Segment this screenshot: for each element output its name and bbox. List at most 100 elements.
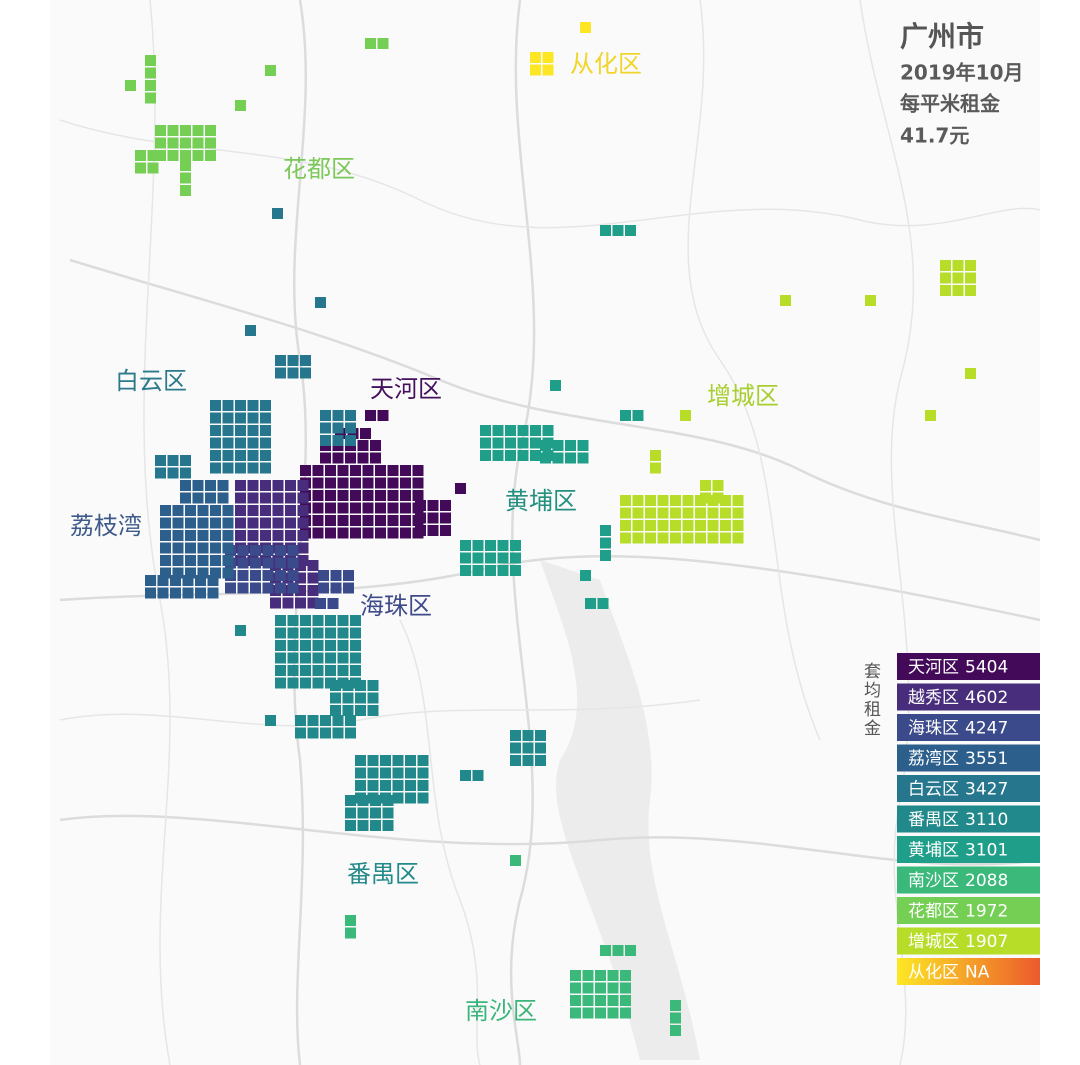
grid-cell: [297, 505, 309, 516]
grid-cell: [285, 480, 296, 491]
grid-cell: [480, 450, 491, 461]
grid-cell: [275, 545, 286, 556]
grid-cell: [297, 517, 309, 529]
grid-cell: [312, 652, 324, 664]
legend-swatch: [897, 744, 1040, 772]
grid-cell: [700, 492, 711, 504]
legend-name: 白云区: [908, 780, 959, 800]
grid-cell: [355, 755, 366, 766]
grid-cell: [167, 137, 179, 149]
legend-swatch: [897, 866, 1040, 894]
grid-cell: [645, 507, 656, 519]
legend-name: 天河区: [908, 658, 959, 678]
grid-cell: [307, 585, 319, 596]
grid-cell: [332, 435, 344, 446]
grid-cell: [205, 492, 216, 504]
grid-cell: [325, 615, 336, 626]
grid-cell: [235, 530, 246, 541]
grid-cell: [297, 480, 309, 491]
grid-cell: [285, 505, 296, 516]
grid-cell: [440, 500, 451, 511]
grid-cell: [570, 970, 581, 981]
grid-cell: [167, 150, 179, 161]
grid-cell: [272, 517, 284, 529]
grid-cell: [320, 452, 331, 464]
grid-cell: [645, 520, 656, 531]
grid-cell: [940, 272, 951, 284]
grid-cell: [210, 400, 221, 411]
grid-cell: [330, 582, 342, 594]
grid-cell: [427, 525, 439, 536]
grid-cell: [620, 970, 631, 981]
grid-cell: [157, 575, 169, 586]
grid-cell: [330, 692, 341, 704]
grid-cell: [570, 1007, 581, 1019]
grid-cell: [222, 450, 234, 461]
grid-cell: [235, 625, 246, 636]
grid-cell: [318, 582, 329, 594]
grid-cell: [455, 483, 466, 494]
grid-cell: [612, 945, 624, 956]
grid-cell: [172, 542, 184, 554]
grid-cell: [295, 560, 306, 571]
grid-cell: [147, 162, 159, 174]
grid-cell: [250, 582, 261, 594]
grid-cell: [350, 477, 361, 489]
grid-cell: [307, 715, 319, 726]
grid-cell: [285, 530, 296, 541]
grid-cell: [707, 532, 719, 544]
grid-cell: [530, 437, 541, 449]
district-label: 番禺区: [347, 860, 419, 888]
grid-cell: [287, 665, 299, 676]
legend-name: 南沙区: [908, 871, 959, 891]
grid-cell: [172, 555, 184, 566]
grid-cell: [312, 640, 324, 651]
grid-cell: [460, 540, 471, 551]
grid-cell: [247, 530, 259, 541]
legend-swatch: [897, 897, 1040, 924]
grid-cell: [312, 515, 324, 526]
grid-cell: [582, 995, 594, 1006]
grid-cell: [440, 525, 451, 536]
grid-cell: [312, 465, 324, 476]
legend-name: 番禺区: [908, 810, 959, 830]
grid-cell: [197, 567, 209, 579]
grid-cell: [712, 492, 724, 504]
district-label: 白云区: [115, 367, 187, 395]
grid-cell: [582, 1007, 594, 1019]
grid-cell: [275, 582, 286, 594]
grid-cell: [260, 462, 271, 474]
grid-cell: [357, 820, 369, 831]
grid-cell: [210, 567, 221, 579]
grid-cell: [607, 995, 619, 1006]
grid-cell: [345, 435, 356, 446]
grid-cell: [350, 490, 361, 501]
grid-cell: [400, 527, 411, 539]
grid-cell: [472, 552, 484, 564]
grid-cell: [535, 755, 546, 766]
grid-cell: [400, 490, 411, 501]
grid-cell: [350, 502, 361, 514]
grid-cell: [210, 555, 221, 566]
grid-cell: [965, 272, 976, 284]
grid-cell: [235, 505, 246, 516]
grid-cell: [530, 64, 541, 76]
grid-cell: [287, 557, 299, 569]
grid-cell: [965, 368, 976, 379]
grid-cell: [197, 555, 209, 566]
grid-cell: [510, 855, 521, 866]
legend-entry: 南沙区 2088: [908, 871, 1008, 891]
grid-cell: [497, 552, 509, 564]
legend-name: 荔湾区: [908, 749, 959, 769]
grid-cell: [375, 490, 386, 501]
grid-cell: [535, 730, 546, 741]
grid-cell: [272, 530, 284, 541]
grid-cell: [345, 727, 356, 739]
grid-cell: [345, 927, 356, 939]
grid-cell: [565, 452, 576, 464]
grid-cell: [415, 525, 426, 536]
grid-cell: [265, 715, 276, 726]
grid-cell: [670, 520, 681, 531]
grid-cell: [272, 505, 284, 516]
grid-cell: [720, 520, 731, 531]
